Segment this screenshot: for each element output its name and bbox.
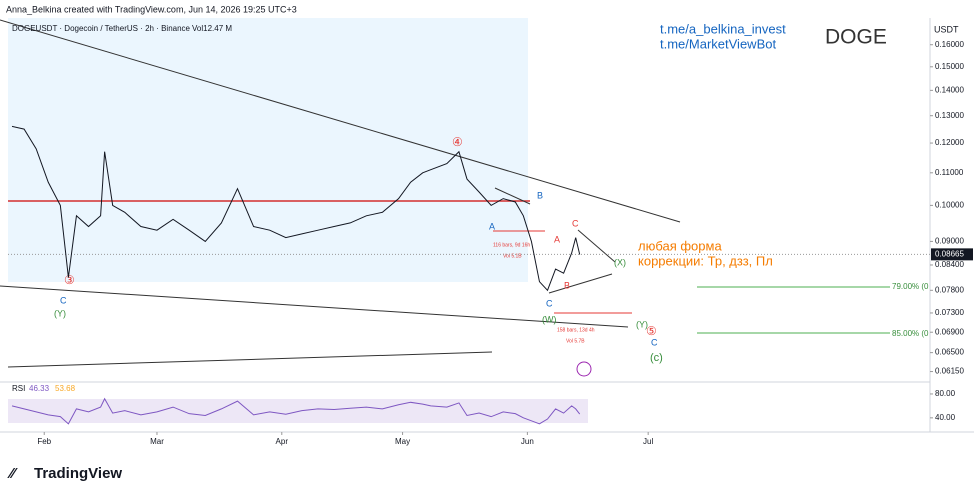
wave-label: B	[537, 190, 543, 200]
rsi-ma-value: 53.68	[55, 384, 76, 393]
symbol: DOGEUSDT · Dogecoin / TetherUS · 2h · Bi…	[12, 24, 191, 33]
x-tick-label: Mar	[150, 437, 164, 446]
wave-label: (Y)	[54, 308, 66, 318]
rsi-band	[8, 399, 588, 423]
wave-label: (c)	[650, 352, 663, 364]
currency: USDT	[934, 24, 959, 34]
triangle-line	[548, 273, 613, 294]
price-line	[11, 397, 581, 425]
triangle-line	[577, 229, 616, 263]
fib-label: 79.00% (0	[892, 282, 929, 291]
last-price-box	[931, 248, 973, 261]
range-info: Vol 5.1B	[503, 253, 522, 259]
wave-label: C	[651, 337, 658, 347]
price-line	[11, 125, 581, 292]
trend-line	[494, 187, 531, 205]
flash-icon[interactable]	[576, 361, 592, 377]
y-tick-label: 0.06900	[935, 327, 964, 336]
highlight-region	[8, 18, 528, 282]
wave-label: (Y)	[636, 319, 648, 329]
last-price-label: 0.08665	[935, 249, 964, 258]
y-tick-label: 80.00	[935, 389, 956, 398]
ticker: DOGE	[825, 26, 887, 49]
volume: Vol12.47 M	[192, 24, 232, 33]
wave-label: (W)	[542, 314, 557, 324]
x-tick-label: Jun	[521, 437, 534, 446]
wave-label: A	[489, 221, 495, 231]
link[interactable]: t.me/MarketViewBot	[660, 36, 776, 51]
wave-label: ⑤	[646, 324, 657, 338]
wave-label: ③	[64, 273, 75, 287]
wave-label: ④	[452, 135, 463, 149]
y-tick-label: 0.11000	[935, 168, 964, 177]
trend-line	[0, 285, 629, 328]
y-tick-label: 0.07800	[935, 285, 964, 294]
y-tick-label: 40.00	[935, 413, 956, 422]
x-tick-label: May	[395, 437, 410, 446]
wave-label: (X)	[614, 257, 626, 267]
wave-label: C	[546, 298, 553, 308]
trend-line	[0, 19, 681, 223]
fib-label: 85.00% (0	[892, 329, 929, 338]
logo-icon: ⁄⁄	[7, 465, 19, 482]
y-tick-label: 0.14000	[935, 85, 964, 94]
credit: Anna_Belkina created with TradingView.co…	[6, 4, 297, 14]
rsi-value: 46.33	[29, 384, 50, 393]
y-tick-label: 0.08400	[935, 260, 964, 269]
y-tick-label: 0.10000	[935, 200, 964, 209]
y-tick-label: 0.15000	[935, 62, 964, 71]
y-tick-label: 0.07300	[935, 308, 964, 317]
range-info: Vol 5.7B	[566, 338, 585, 344]
x-tick-label: Jul	[643, 437, 653, 446]
rsi-title: RSI	[12, 384, 25, 393]
range-info: 116 bars, 9d 16h	[493, 242, 530, 248]
wave-label: A	[554, 234, 560, 244]
trend-line	[7, 351, 493, 368]
y-tick-label: 0.16000	[935, 40, 964, 49]
y-tick-label: 0.06500	[935, 348, 964, 357]
y-tick-label: 0.09000	[935, 237, 964, 246]
y-tick-label: 0.12000	[935, 138, 964, 147]
logo: TradingView	[34, 465, 122, 482]
range-info: 158 bars, 13d 4h	[557, 327, 595, 333]
y-tick-label: 0.06150	[935, 367, 964, 376]
wave-label: C	[60, 295, 67, 305]
x-tick-label: Apr	[276, 437, 289, 446]
y-tick-label: 0.13000	[935, 111, 964, 120]
x-tick-label: Feb	[37, 437, 51, 446]
note: любая форма	[638, 238, 722, 253]
link[interactable]: t.me/a_belkina_invest	[660, 21, 786, 36]
wave-label: B	[564, 280, 570, 290]
wave-label: C	[572, 218, 579, 228]
note: коррекции: Тр, дзз, Пл	[638, 253, 773, 268]
